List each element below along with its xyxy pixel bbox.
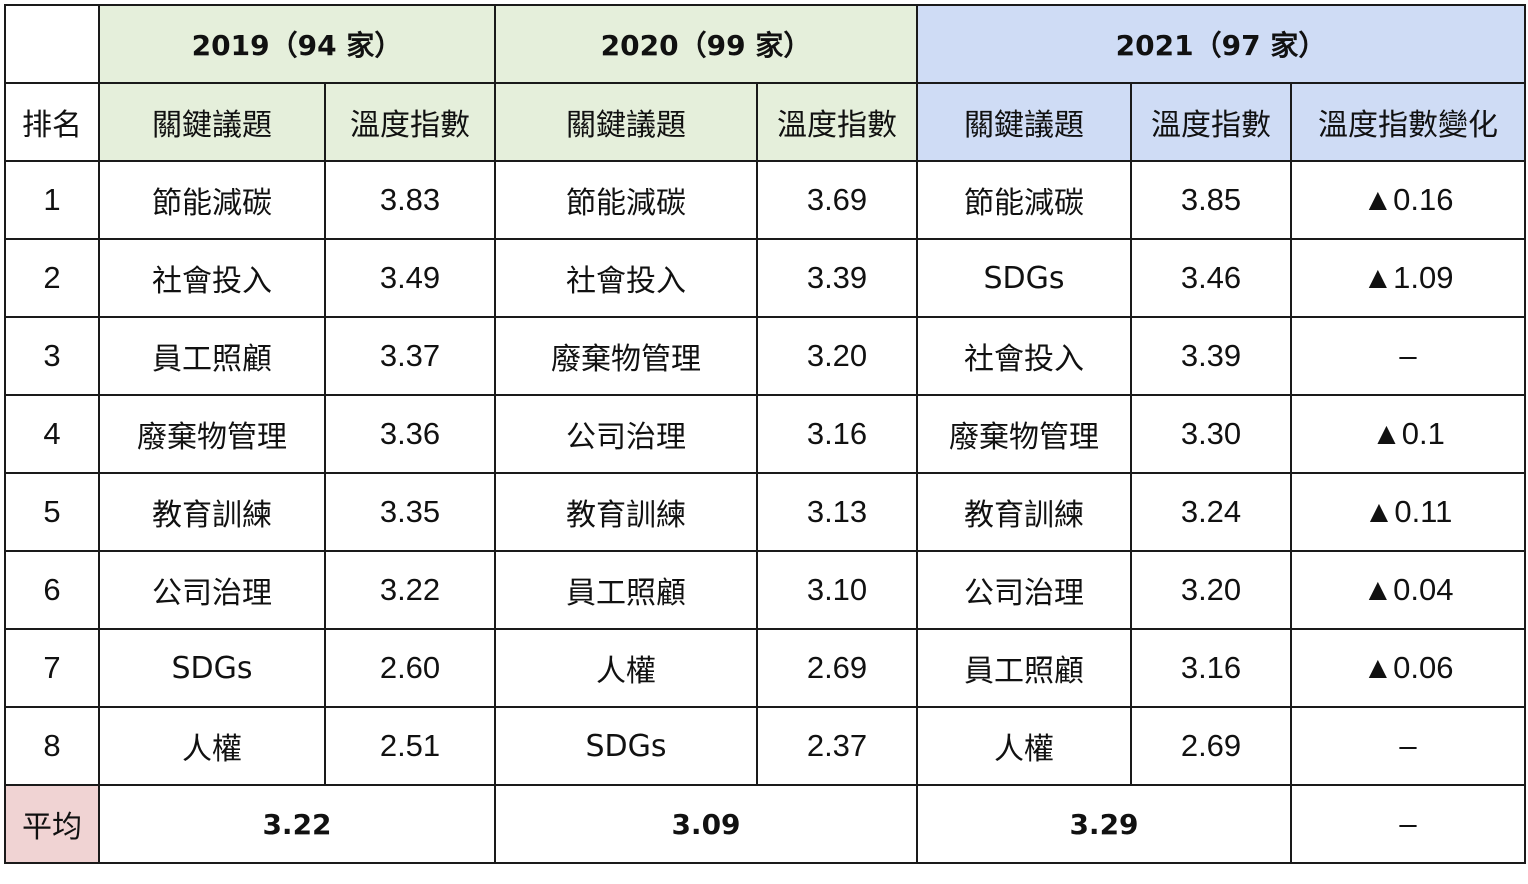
index-header-2019: 溫度指數 [324, 82, 496, 162]
change-header-2021: 溫度指數變化 [1290, 82, 1526, 162]
table-row: 3 員工照顧 3.37 廢棄物管理 3.20 社會投入 3.39 – [4, 316, 1526, 396]
topic-2020-cell: 社會投入 [494, 238, 758, 318]
table-row: 6 公司治理 3.22 員工照顧 3.10 公司治理 3.20 ▲0.04 [4, 550, 1526, 630]
table-row: 4 廢棄物管理 3.36 公司治理 3.16 廢棄物管理 3.30 ▲0.1 [4, 394, 1526, 474]
topic-2021-cell: SDGs [916, 238, 1132, 318]
average-row: 平均 3.22 3.09 3.29 – [4, 784, 1526, 864]
index-2021-cell: 3.20 [1130, 550, 1292, 630]
topic-2021-cell: 員工照顧 [916, 628, 1132, 708]
average-2019: 3.22 [98, 784, 496, 864]
year-header-row: 2019（94 家） 2020（99 家） 2021（97 家） [4, 4, 1526, 84]
topic-2019-cell: 員工照顧 [98, 316, 326, 396]
change-cell: – [1290, 316, 1526, 396]
index-2020-cell: 3.13 [756, 472, 918, 552]
topic-2019-cell: 廢棄物管理 [98, 394, 326, 474]
topic-2020-cell: 公司治理 [494, 394, 758, 474]
year-header-2020: 2020（99 家） [494, 4, 918, 84]
index-2020-cell: 3.69 [756, 160, 918, 240]
change-cell: ▲0.11 [1290, 472, 1526, 552]
change-cell: ▲1.09 [1290, 238, 1526, 318]
rank-cell: 4 [4, 394, 100, 474]
rank-cell: 8 [4, 706, 100, 786]
index-2021-cell: 3.46 [1130, 238, 1292, 318]
rank-cell: 2 [4, 238, 100, 318]
index-2021-cell: 3.39 [1130, 316, 1292, 396]
index-header-2020: 溫度指數 [756, 82, 918, 162]
index-2019-cell: 3.49 [324, 238, 496, 318]
index-2019-cell: 3.37 [324, 316, 496, 396]
change-cell: ▲0.16 [1290, 160, 1526, 240]
rank-header: 排名 [4, 82, 100, 162]
topic-2019-cell: 節能減碳 [98, 160, 326, 240]
index-2020-cell: 3.16 [756, 394, 918, 474]
topic-2019-cell: 人權 [98, 706, 326, 786]
index-2020-cell: 2.37 [756, 706, 918, 786]
change-cell: ▲0.04 [1290, 550, 1526, 630]
topic-2020-cell: 人權 [494, 628, 758, 708]
index-2021-cell: 3.85 [1130, 160, 1292, 240]
year-header-2021: 2021（97 家） [916, 4, 1526, 84]
topic-2019-cell: 教育訓練 [98, 472, 326, 552]
average-change: – [1290, 784, 1526, 864]
topic-2019-cell: 公司治理 [98, 550, 326, 630]
index-2019-cell: 3.36 [324, 394, 496, 474]
index-2020-cell: 3.39 [756, 238, 918, 318]
column-header-row: 排名 關鍵議題 溫度指數 關鍵議題 溫度指數 關鍵議題 溫度指數 溫度指數變化 [4, 82, 1526, 162]
index-2019-cell: 3.35 [324, 472, 496, 552]
year-header-2019: 2019（94 家） [98, 4, 496, 84]
index-2020-cell: 2.69 [756, 628, 918, 708]
topic-2021-cell: 社會投入 [916, 316, 1132, 396]
topic-header-2020: 關鍵議題 [494, 82, 758, 162]
index-2019-cell: 3.22 [324, 550, 496, 630]
rank-cell: 6 [4, 550, 100, 630]
topic-2019-cell: SDGs [98, 628, 326, 708]
topic-2019-cell: 社會投入 [98, 238, 326, 318]
table-row: 5 教育訓練 3.35 教育訓練 3.13 教育訓練 3.24 ▲0.11 [4, 472, 1526, 552]
topic-2020-cell: SDGs [494, 706, 758, 786]
topic-header-2021: 關鍵議題 [916, 82, 1132, 162]
index-header-2021: 溫度指數 [1130, 82, 1292, 162]
rank-cell: 3 [4, 316, 100, 396]
topic-2021-cell: 節能減碳 [916, 160, 1132, 240]
table-row: 2 社會投入 3.49 社會投入 3.39 SDGs 3.46 ▲1.09 [4, 238, 1526, 318]
rank-cell: 5 [4, 472, 100, 552]
index-2020-cell: 3.10 [756, 550, 918, 630]
rank-cell: 7 [4, 628, 100, 708]
topic-2021-cell: 廢棄物管理 [916, 394, 1132, 474]
corner-cell [4, 4, 100, 84]
index-2019-cell: 2.60 [324, 628, 496, 708]
average-2020: 3.09 [494, 784, 918, 864]
topic-header-2019: 關鍵議題 [98, 82, 326, 162]
topic-2020-cell: 廢棄物管理 [494, 316, 758, 396]
index-2021-cell: 3.30 [1130, 394, 1292, 474]
change-cell: ▲0.06 [1290, 628, 1526, 708]
index-2021-cell: 3.16 [1130, 628, 1292, 708]
topic-2021-cell: 公司治理 [916, 550, 1132, 630]
index-2021-cell: 2.69 [1130, 706, 1292, 786]
ranking-table: 2019（94 家） 2020（99 家） 2021（97 家） 排名 關鍵議題… [4, 4, 1526, 864]
index-2019-cell: 3.83 [324, 160, 496, 240]
table-row: 1 節能減碳 3.83 節能減碳 3.69 節能減碳 3.85 ▲0.16 [4, 160, 1526, 240]
topic-2020-cell: 教育訓練 [494, 472, 758, 552]
average-2021: 3.29 [916, 784, 1292, 864]
index-2020-cell: 3.20 [756, 316, 918, 396]
topic-2020-cell: 員工照顧 [494, 550, 758, 630]
table-row: 8 人權 2.51 SDGs 2.37 人權 2.69 – [4, 706, 1526, 786]
average-label: 平均 [4, 784, 100, 864]
rank-cell: 1 [4, 160, 100, 240]
index-2021-cell: 3.24 [1130, 472, 1292, 552]
change-cell: – [1290, 706, 1526, 786]
index-2019-cell: 2.51 [324, 706, 496, 786]
topic-2021-cell: 教育訓練 [916, 472, 1132, 552]
table-row: 7 SDGs 2.60 人權 2.69 員工照顧 3.16 ▲0.06 [4, 628, 1526, 708]
topic-2020-cell: 節能減碳 [494, 160, 758, 240]
change-cell: ▲0.1 [1290, 394, 1526, 474]
topic-2021-cell: 人權 [916, 706, 1132, 786]
